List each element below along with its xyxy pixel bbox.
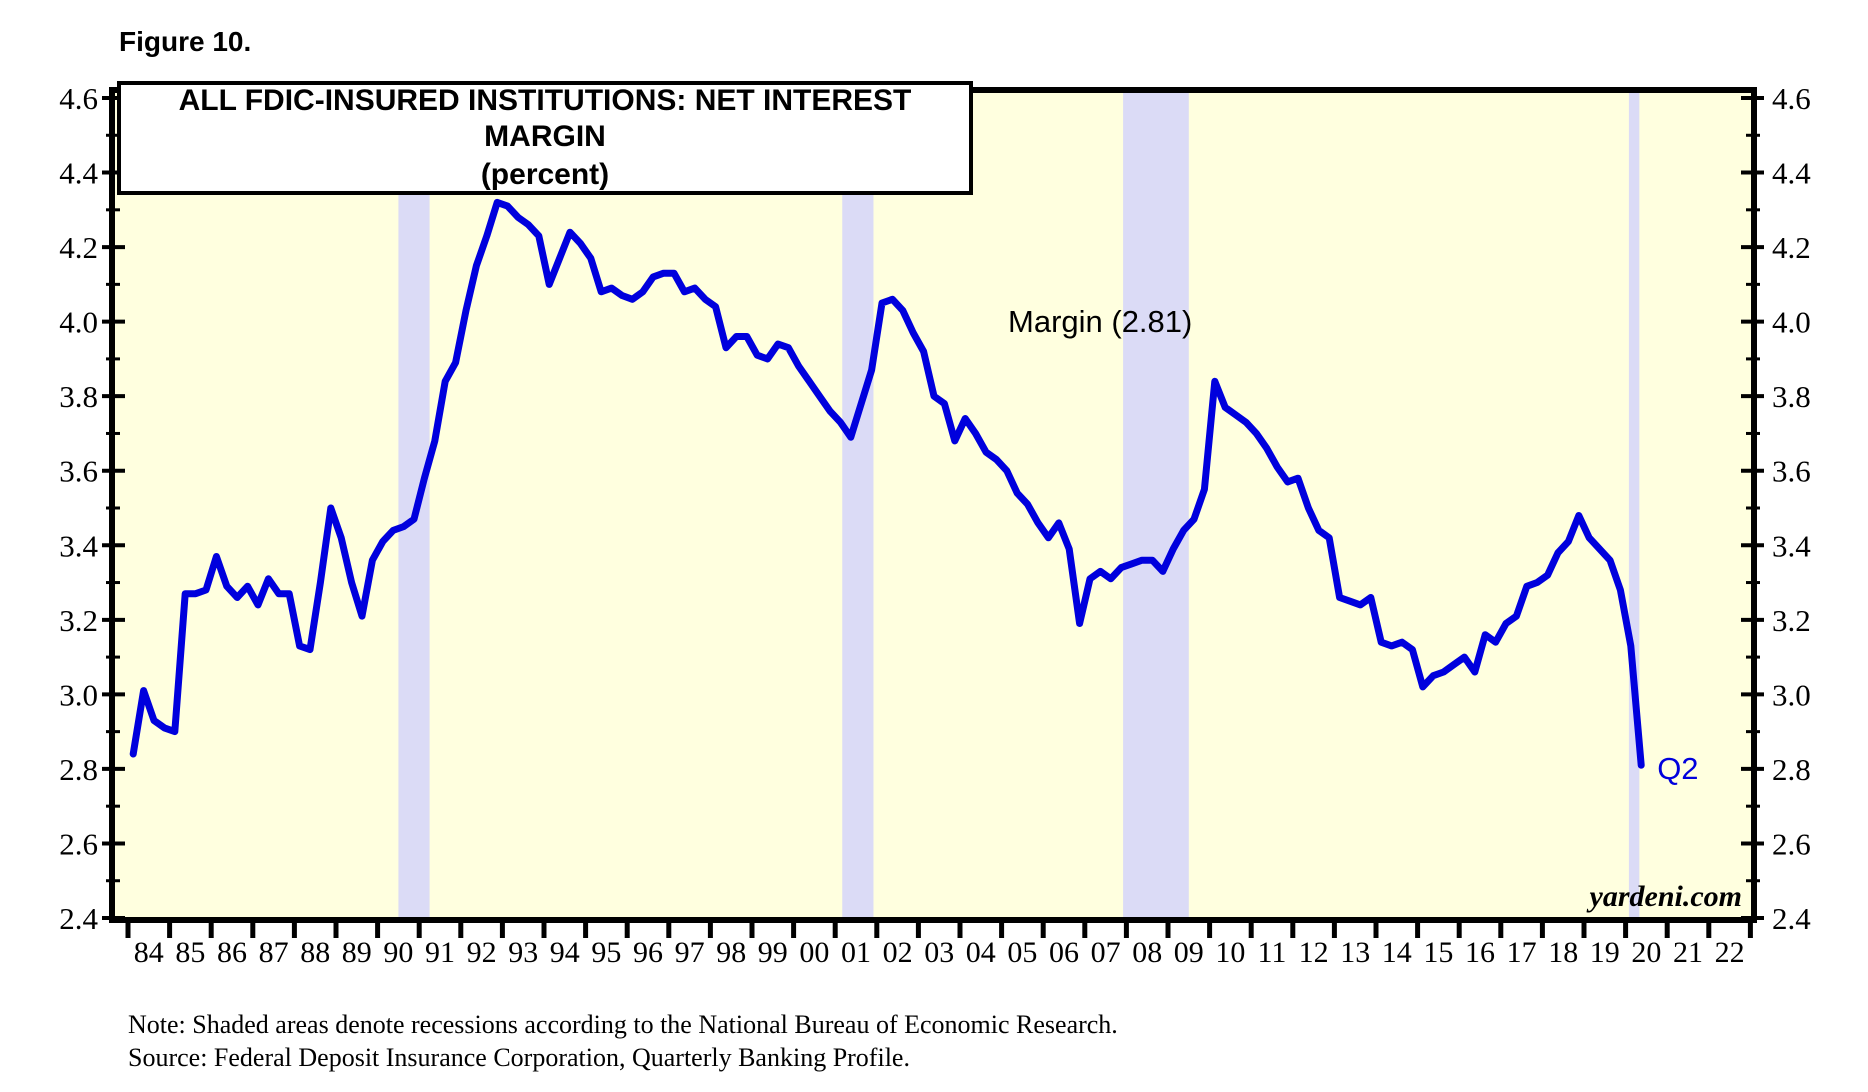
x-tick-label: 06: [1049, 936, 1079, 969]
x-tick-label: 96: [633, 936, 663, 969]
y-axis: 2.4 2.4 2.6 2.6 2.8 2.8 3.0 3.0 3.2 3.2 3.4 3.4 3.6 3…: [59, 81, 1811, 936]
y-tick-label-right: 4.4: [1772, 156, 1811, 191]
x-tick-label: 95: [591, 936, 621, 969]
x-tick-label: 89: [342, 936, 372, 969]
y-tick-label-right: 4.0: [1772, 305, 1811, 340]
x-tick-label: 12: [1299, 936, 1329, 969]
x-tick-label: 99: [758, 936, 788, 969]
y-tick-label-left: 4.2: [59, 230, 98, 265]
x-tick-label: 93: [508, 936, 538, 969]
y-tick-label-right: 3.0: [1772, 677, 1811, 712]
chart-title-box: ALL FDIC-INSURED INSTITUTIONS: NET INTER…: [117, 81, 973, 195]
y-tick-label-right: 4.2: [1772, 230, 1811, 265]
y-tick-label-left: 4.6: [59, 81, 98, 116]
x-tick-label: 18: [1548, 936, 1578, 969]
x-tick-label: 91: [425, 936, 455, 969]
y-tick-label-right: 2.8: [1772, 752, 1811, 787]
x-axis: 84 85 86 87 88 89 90 91 92 93 94 95 96 97 98 99 00 01 02 03…: [125, 918, 1753, 969]
x-tick-label: 22: [1715, 936, 1745, 969]
y-tick-label-left: 2.4: [59, 901, 98, 936]
y-tick-label-left: 3.2: [59, 603, 98, 638]
x-tick-label: 85: [175, 936, 205, 969]
x-tick-label: 10: [1215, 936, 1245, 969]
x-tick-label: 19: [1590, 936, 1620, 969]
x-tick-label: 21: [1673, 936, 1703, 969]
watermark: yardeni.com: [1589, 880, 1742, 913]
y-tick-label-right: 3.4: [1772, 528, 1811, 563]
y-tick-label-left: 3.8: [59, 379, 98, 414]
source-line: Source: Federal Deposit Insurance Corpor…: [128, 1043, 910, 1073]
x-tick-label: 08: [1132, 936, 1162, 969]
y-tick-label-right: 3.2: [1772, 603, 1811, 638]
x-tick-label: 87: [259, 936, 289, 969]
x-tick-label: 97: [675, 936, 705, 969]
x-tick-label: 15: [1423, 936, 1453, 969]
x-tick-label: 11: [1258, 936, 1287, 969]
x-tick-label: 14: [1382, 936, 1412, 969]
x-tick-label: 90: [383, 936, 413, 969]
y-tick-label-right: 3.6: [1772, 454, 1811, 489]
figure-number-label: Figure 10.: [119, 26, 252, 57]
chart-subtitle: (percent): [480, 158, 610, 191]
y-tick-label-left: 4.4: [59, 156, 98, 191]
last-point-label: Q2: [1657, 751, 1699, 787]
plot-area: [112, 90, 1754, 920]
x-tick-label: 13: [1340, 936, 1370, 969]
y-tick-label-left: 3.6: [59, 454, 98, 489]
x-tick-label: 04: [966, 936, 996, 969]
y-tick-label-left: 4.0: [59, 305, 98, 340]
y-tick-label-left: 2.8: [59, 752, 98, 787]
y-tick-label-right: 2.6: [1772, 826, 1811, 861]
x-tick-label: 98: [716, 936, 746, 969]
recession-band: [1628, 90, 1640, 920]
y-tick-label-left: 3.4: [59, 528, 98, 563]
recession-band: [1123, 90, 1189, 920]
margin-line: [129, 198, 1645, 769]
x-tick-label: 20: [1631, 936, 1661, 969]
y-tick-label-right: 3.8: [1772, 379, 1811, 414]
series-annotation: Margin (2.81): [1008, 304, 1193, 339]
x-tick-label: 07: [1091, 936, 1121, 969]
x-tick-label: 01: [841, 936, 871, 969]
x-tick-label: 94: [550, 936, 580, 969]
footnotes: Note: Shaded areas denote recessions acc…: [128, 1008, 1118, 1075]
y-tick-label-right: 2.4: [1772, 901, 1811, 936]
y-tick-label-right: 4.6: [1772, 81, 1811, 116]
y-tick-label-left: 2.6: [59, 826, 98, 861]
y-tick-label-left: 3.0: [59, 677, 98, 712]
x-tick-label: 16: [1465, 936, 1495, 969]
note-line: Note: Shaded areas denote recessions acc…: [128, 1010, 1118, 1039]
x-tick-label: 92: [467, 936, 497, 969]
x-tick-label: 17: [1507, 936, 1537, 969]
x-tick-label: 86: [217, 936, 247, 969]
x-tick-label: 09: [1174, 936, 1204, 969]
x-tick-label: 05: [1007, 936, 1037, 969]
x-tick-label: 02: [883, 936, 913, 969]
chart-title: ALL FDIC-INSURED INSTITUTIONS: NET INTER…: [178, 84, 912, 153]
x-tick-label: 88: [300, 936, 330, 969]
x-tick-label: 00: [799, 936, 829, 969]
x-tick-label: 84: [134, 936, 164, 969]
recession-band: [842, 90, 874, 920]
x-tick-label: 03: [924, 936, 954, 969]
